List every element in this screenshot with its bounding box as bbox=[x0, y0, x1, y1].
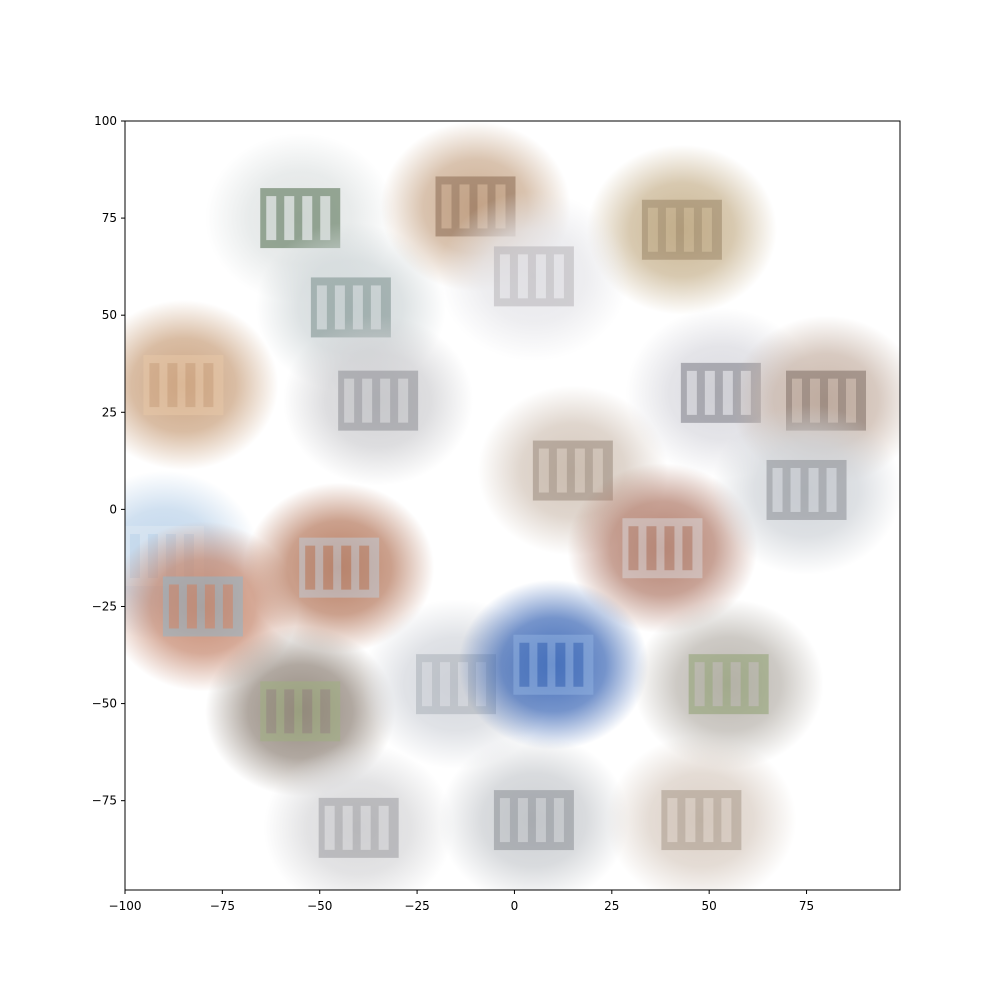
y-tick-label: −75 bbox=[92, 794, 117, 808]
x-tick-label: 50 bbox=[702, 899, 717, 913]
plot-frame bbox=[124, 120, 901, 891]
collage-tile-glass-pavilion bbox=[438, 191, 629, 362]
y-tick-label: −50 bbox=[92, 697, 117, 711]
x-tick-label: −25 bbox=[404, 899, 429, 913]
x-tick-label: −50 bbox=[307, 899, 332, 913]
collage-tile-timber-frame-hall bbox=[606, 735, 797, 890]
collage-tile-glass-roof-atrium bbox=[711, 404, 900, 575]
x-tick-label: 75 bbox=[799, 899, 814, 913]
x-tick-label: −100 bbox=[109, 899, 142, 913]
x-tick-label: 25 bbox=[604, 899, 619, 913]
y-tick-label: 50 bbox=[102, 308, 117, 322]
image-collage bbox=[125, 121, 900, 890]
collage-tile-wood-vault-interior bbox=[125, 300, 279, 471]
y-tick-label: 75 bbox=[102, 211, 117, 225]
y-tick-label: 0 bbox=[109, 502, 117, 516]
collage-tile-corridor-perspective bbox=[438, 735, 629, 890]
axis-ticks: −100 −75 −50 −25 0 25 50 75 100 75 50 25 0 −25 −50 −75 bbox=[92, 114, 815, 913]
x-tick-label: 0 bbox=[511, 899, 519, 913]
x-tick-label: −75 bbox=[210, 899, 235, 913]
collage-tile-blue-glass-chapel bbox=[458, 579, 649, 750]
collage-tile-white-gabled-houses bbox=[263, 742, 454, 890]
y-tick-label: 25 bbox=[102, 405, 117, 419]
y-tick-label: 100 bbox=[94, 114, 117, 128]
y-tick-label: −25 bbox=[92, 599, 117, 613]
